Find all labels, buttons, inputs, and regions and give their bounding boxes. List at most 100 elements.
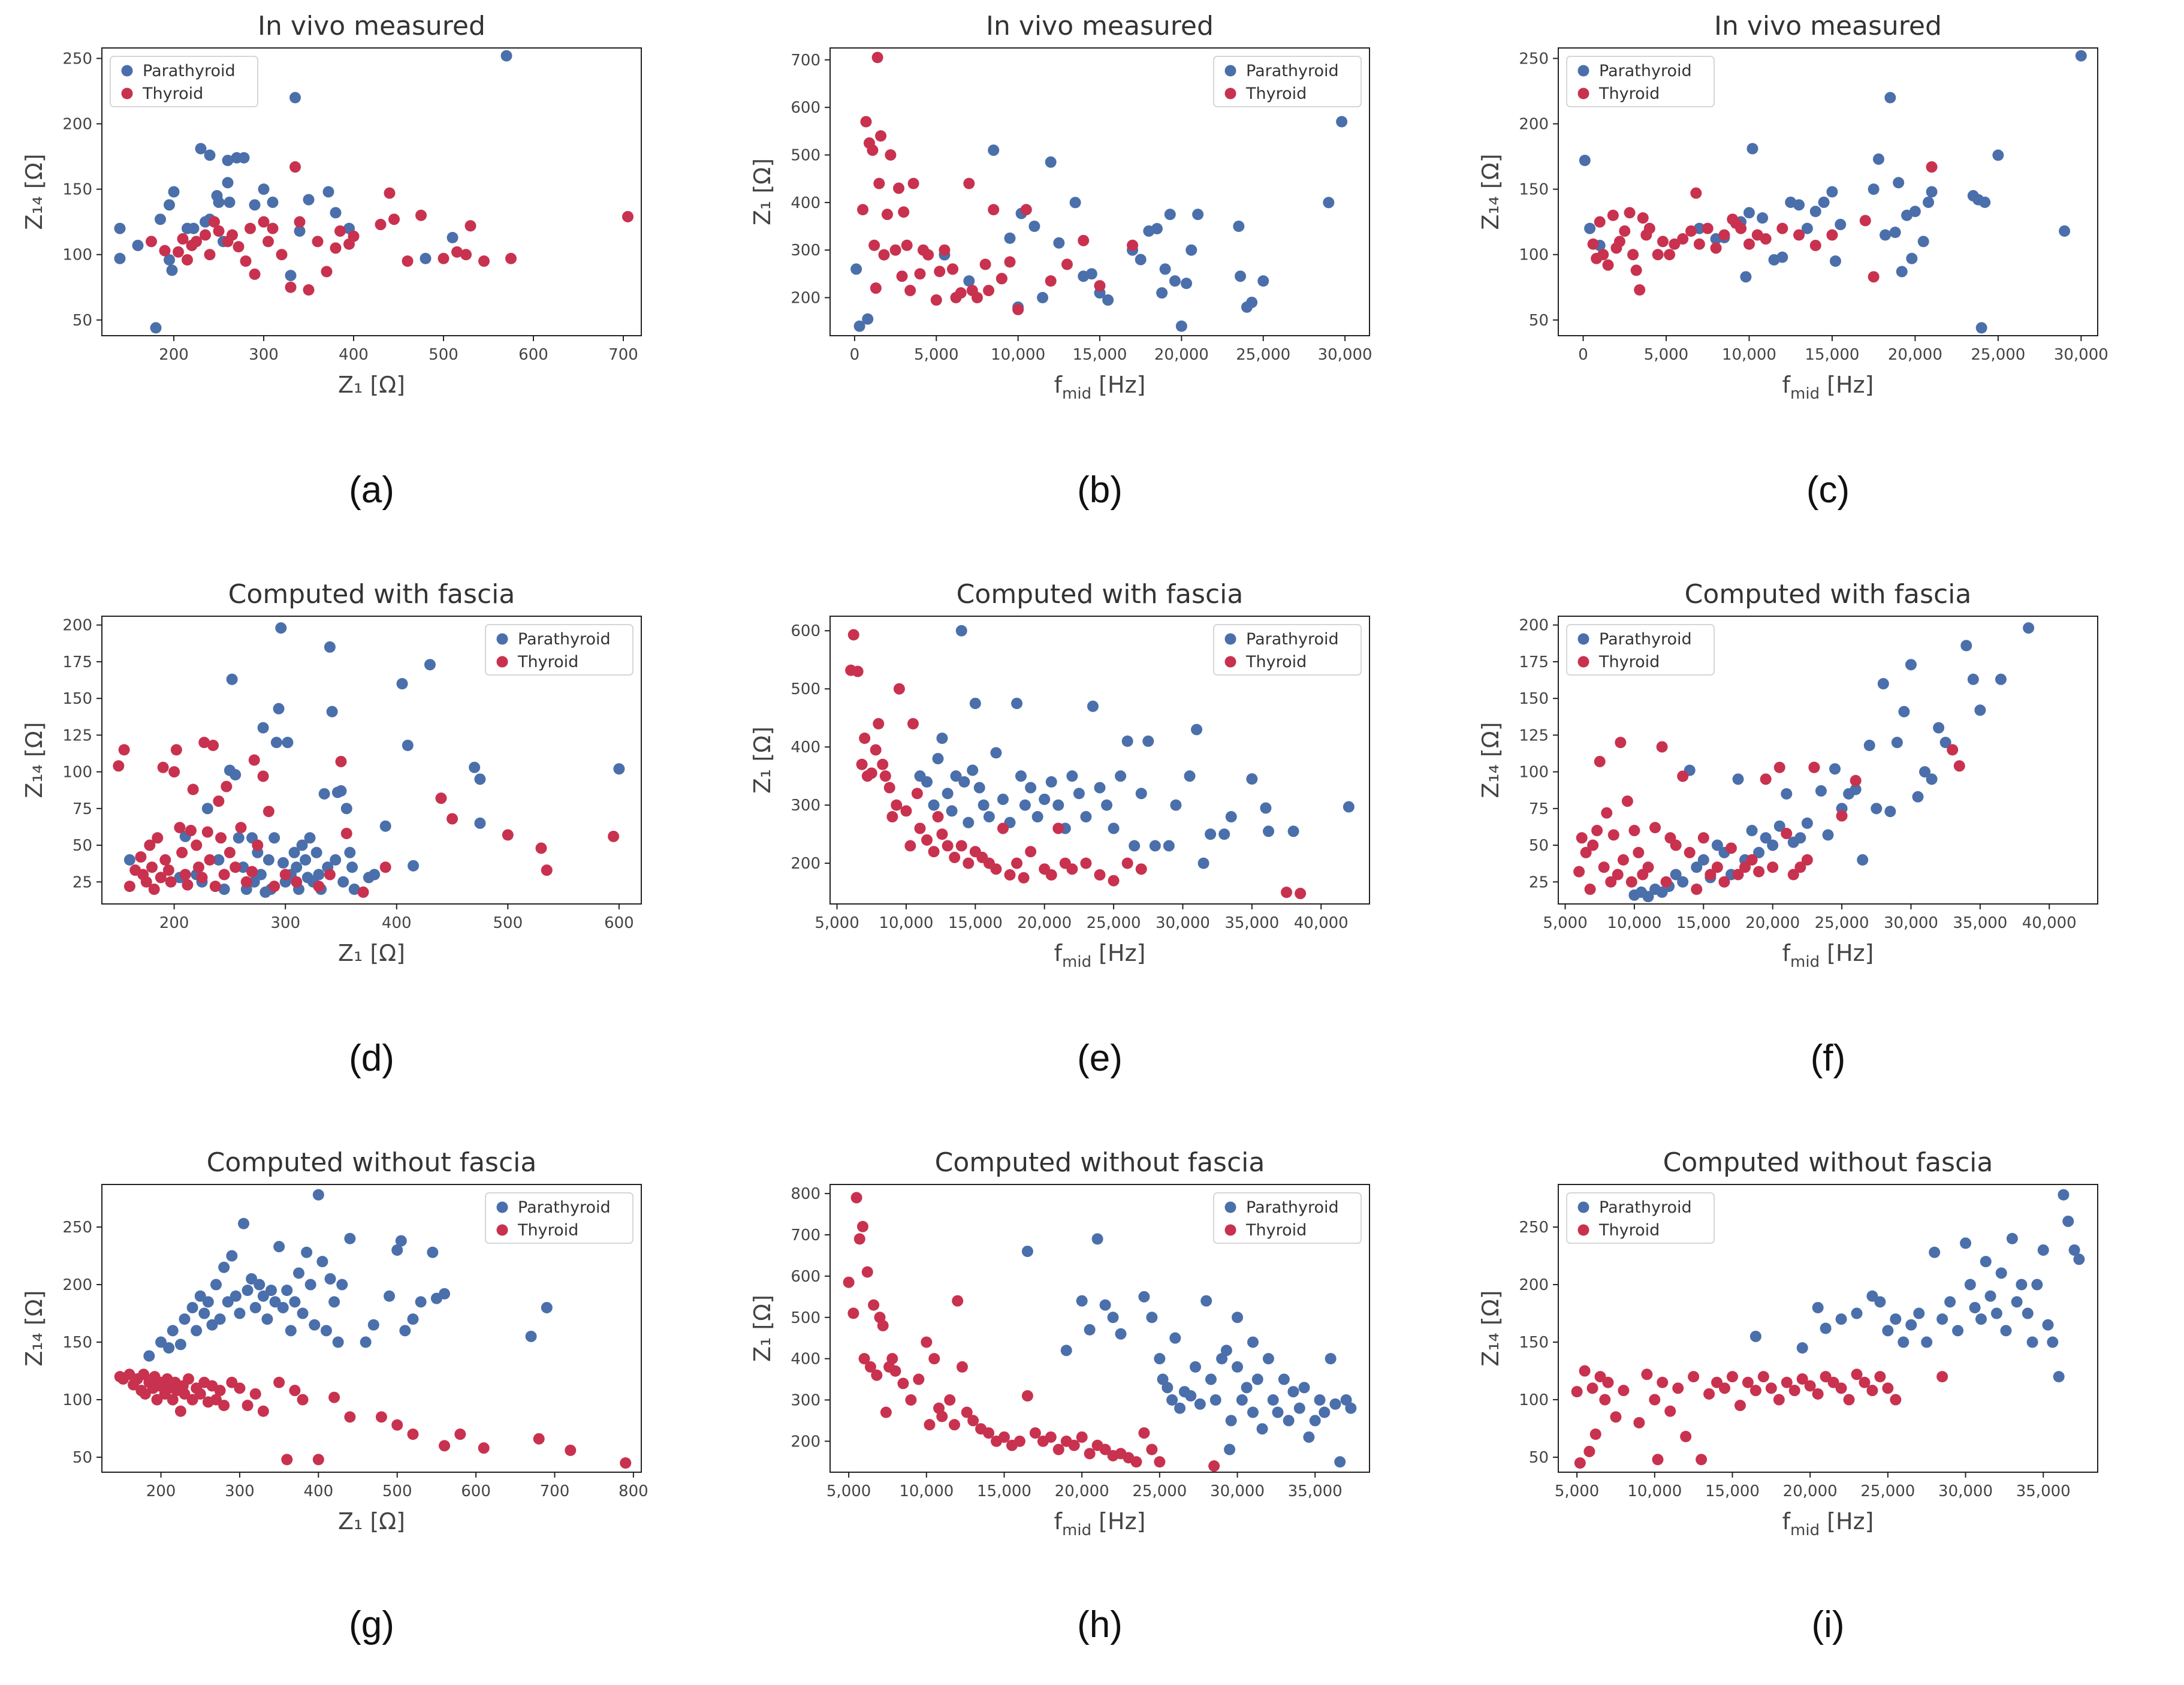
- point-parathyroid: [1815, 785, 1827, 797]
- point-thyroid: [871, 52, 883, 64]
- point-thyroid: [873, 177, 885, 189]
- point-parathyroid: [1205, 1373, 1217, 1385]
- point-parathyroid: [1926, 773, 1938, 785]
- point-thyroid: [1080, 857, 1092, 869]
- point-parathyroid: [1871, 803, 1883, 815]
- point-parathyroid: [1257, 275, 1269, 287]
- x-tick-label: 10,000: [899, 1482, 954, 1500]
- point-thyroid: [252, 839, 264, 851]
- point-thyroid: [230, 861, 242, 873]
- point-parathyroid: [1159, 263, 1171, 275]
- point-thyroid: [1672, 1382, 1684, 1394]
- point-thyroid: [218, 1400, 230, 1412]
- point-thyroid: [257, 1405, 269, 1417]
- legend: Parathyroid Thyroid: [1566, 56, 1715, 107]
- legend-marker-parathyroid: [1224, 633, 1236, 645]
- point-thyroid: [1718, 876, 1730, 888]
- y-tick-label: 300: [791, 242, 820, 260]
- point-parathyroid: [237, 1217, 249, 1229]
- point-parathyroid: [1099, 1299, 1111, 1311]
- point-parathyroid: [163, 1342, 175, 1354]
- point-parathyroid: [1084, 1324, 1096, 1336]
- point-thyroid: [240, 255, 252, 267]
- legend-label-thyroid: Thyroid: [1598, 85, 1660, 103]
- point-thyroid: [1826, 229, 1838, 241]
- point-parathyroid: [1039, 793, 1051, 805]
- point-parathyroid: [188, 222, 200, 234]
- point-thyroid: [880, 1406, 892, 1418]
- point-thyroid: [1146, 1443, 1158, 1455]
- point-parathyroid: [2022, 1307, 2034, 1319]
- point-thyroid: [176, 846, 188, 858]
- point-parathyroid: [1260, 802, 1272, 814]
- point-parathyroid: [1929, 1246, 1941, 1258]
- x-tick-label: 400: [339, 346, 369, 364]
- point-thyroid: [860, 116, 872, 128]
- point-parathyroid: [500, 50, 512, 62]
- point-thyroid: [856, 1220, 868, 1232]
- point-thyroid: [1718, 229, 1730, 241]
- point-thyroid: [505, 252, 517, 264]
- point-thyroid: [1208, 1460, 1220, 1472]
- point-parathyroid: [226, 1250, 238, 1262]
- panel-caption-i: (i): [1811, 1604, 1845, 1645]
- x-tick-label: 400: [303, 1482, 333, 1500]
- point-thyroid: [1787, 869, 1799, 881]
- point-thyroid: [447, 813, 458, 825]
- point-thyroid: [948, 1419, 960, 1431]
- point-thyroid: [867, 144, 879, 156]
- point-parathyroid: [1129, 840, 1141, 852]
- y-tick-label: 600: [791, 1268, 820, 1286]
- point-parathyroid: [1037, 292, 1049, 304]
- point-thyroid: [1094, 280, 1106, 292]
- point-parathyroid: [369, 869, 381, 881]
- series-parathyroid: [143, 1189, 553, 1362]
- point-thyroid: [303, 284, 315, 296]
- point-parathyroid: [1743, 207, 1755, 219]
- point-thyroid: [535, 842, 547, 854]
- point-parathyroid: [2011, 1296, 2023, 1308]
- point-thyroid: [135, 851, 147, 863]
- point-parathyroid: [1190, 1361, 1202, 1373]
- x-tick-label: 30,000: [1938, 1482, 1993, 1500]
- point-parathyroid: [1835, 219, 1847, 231]
- point-parathyroid: [1069, 197, 1081, 209]
- point-parathyroid: [928, 799, 940, 811]
- point-parathyroid: [1162, 1382, 1174, 1394]
- point-thyroid: [1794, 861, 1806, 873]
- legend-box: [1566, 624, 1715, 676]
- x-tick-label: 500: [382, 1482, 412, 1500]
- point-thyroid: [1664, 1405, 1676, 1417]
- point-thyroid: [1061, 258, 1073, 270]
- point-thyroid: [1612, 869, 1624, 881]
- y-tick-label: 500: [791, 680, 820, 698]
- x-tick-label: 30,000: [1156, 914, 1210, 932]
- legend-label-thyroid: Thyroid: [1245, 85, 1307, 103]
- point-thyroid: [191, 839, 203, 851]
- point-parathyroid: [921, 776, 933, 788]
- point-parathyroid: [1184, 770, 1196, 782]
- point-parathyroid: [270, 737, 282, 749]
- point-parathyroid: [2058, 1189, 2070, 1201]
- point-parathyroid: [179, 1313, 191, 1325]
- point-parathyroid: [853, 320, 865, 332]
- panel-caption-b: (b): [1077, 469, 1123, 511]
- point-thyroid: [1598, 861, 1610, 873]
- point-thyroid: [312, 236, 324, 248]
- y-tick-label: 400: [791, 194, 820, 212]
- point-thyroid: [963, 177, 975, 189]
- point-parathyroid: [1952, 1325, 1964, 1337]
- x-tick-label: 10,000: [1627, 1482, 1682, 1500]
- point-parathyroid: [1905, 1319, 1917, 1331]
- point-parathyroid: [1912, 791, 1924, 803]
- y-axis-label: Z₁ [Ω]: [749, 727, 776, 794]
- point-parathyroid: [1857, 854, 1869, 866]
- point-parathyroid: [1028, 221, 1040, 233]
- point-parathyroid: [1820, 1322, 1832, 1334]
- y-axis-label: Z₁₄ [Ω]: [1477, 722, 1504, 798]
- point-thyroid: [139, 1388, 151, 1400]
- point-parathyroid: [237, 861, 249, 873]
- y-axis-label: Z₁₄ [Ω]: [1477, 153, 1504, 230]
- point-parathyroid: [1154, 1353, 1166, 1365]
- point-thyroid: [185, 825, 197, 837]
